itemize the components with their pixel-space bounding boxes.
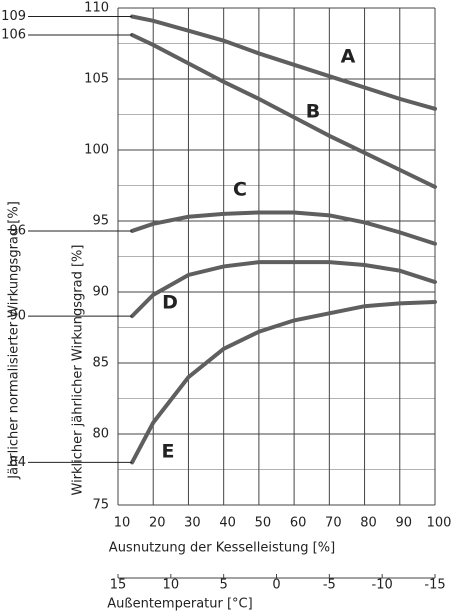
y-tick-label: 85 [92,356,109,371]
normalized-label: 106 [1,27,26,42]
y-outer-axis-title: Jährlicher normalisierter Wirkungsgrad [… [7,201,22,480]
x2-axis-title: Außentemperatur [°C] [107,597,252,612]
series-label: D [162,292,178,314]
x2-tick-label: 5 [220,578,228,593]
x-tick-label: 90 [396,516,413,531]
normalized-label: 84 [9,455,26,470]
x-tick-label: 60 [290,516,307,531]
x2-tick-label: 15 [110,578,127,593]
normalized-label: 90 [9,309,26,324]
x-tick-label: 100 [427,516,452,531]
line [130,299,437,465]
x-tick-label: 50 [255,516,272,531]
x2-tick-label: 0 [272,578,280,593]
normalized-label: 109 [1,9,26,24]
x-tick-label: 30 [184,516,201,531]
series-label: B [306,101,320,123]
x2-tick-label: -15 [424,578,445,593]
y-tick-label: 110 [84,1,109,16]
line [130,260,437,319]
line [130,32,437,189]
normalized-label: 96 [9,223,26,238]
x-tick-label: 10 [114,516,131,531]
x-tick-label: 40 [219,516,236,531]
x2-tick-label: -10 [372,578,393,593]
series-label: C [233,179,247,201]
series-label: E [162,441,175,463]
x-tick-label: 20 [149,516,166,531]
y-tick-label: 105 [84,72,109,87]
y-tick-label: 95 [92,214,109,229]
line [130,210,437,246]
line [130,14,437,111]
x-tick-label: 80 [360,516,377,531]
x-tick-label: 70 [325,516,342,531]
y-tick-label: 100 [84,143,109,158]
y-axis-title: Wirklicher jährlicher Wirkungsgrad [%] [71,245,86,496]
x2-tick-label: -5 [323,578,336,593]
y-tick-label: 80 [92,427,109,442]
x-axis-title: Ausnutzung der Kesselleistung [%] [109,541,335,556]
y-tick-label: 90 [92,285,109,300]
series-label: A [341,46,356,68]
y-tick-label: 75 [92,498,109,513]
x2-tick-label: 10 [163,578,180,593]
